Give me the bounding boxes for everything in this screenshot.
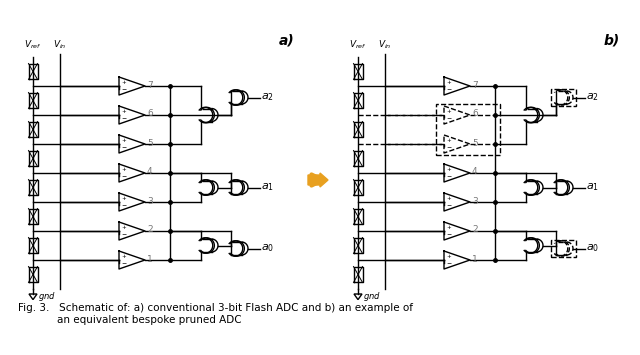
Text: Fig. 3.   Schematic of: a) conventional 3-bit Flash ADC and b) an example of
   : Fig. 3. Schematic of: a) conventional 3-… — [18, 303, 413, 324]
Text: 6: 6 — [472, 109, 477, 119]
Text: 4: 4 — [472, 168, 477, 176]
Text: −: − — [121, 145, 126, 150]
Text: +: + — [121, 80, 125, 85]
Text: $V_{ref}$: $V_{ref}$ — [24, 38, 42, 51]
Text: −: − — [446, 261, 451, 266]
Text: 6: 6 — [147, 109, 153, 119]
Text: $a_1$: $a_1$ — [586, 182, 599, 193]
Text: 3: 3 — [147, 197, 153, 206]
Text: 5: 5 — [472, 138, 477, 147]
Text: $a_0$: $a_0$ — [586, 242, 599, 255]
Text: −: − — [446, 116, 451, 121]
Text: +: + — [446, 167, 451, 172]
FancyArrow shape — [308, 173, 328, 187]
Text: +: + — [446, 109, 451, 114]
Text: 4: 4 — [147, 168, 152, 176]
Text: 1: 1 — [147, 255, 153, 263]
Text: +: + — [446, 254, 451, 259]
Text: +: + — [446, 138, 451, 143]
Text: +: + — [446, 196, 451, 201]
Text: 2: 2 — [472, 225, 477, 235]
Text: −: − — [121, 232, 126, 237]
Text: +: + — [121, 196, 125, 201]
Text: 2: 2 — [147, 225, 152, 235]
Text: −: − — [121, 87, 126, 92]
Text: $V_{in}$: $V_{in}$ — [378, 38, 392, 51]
Text: $V_{in}$: $V_{in}$ — [53, 38, 67, 51]
Text: $gnd$: $gnd$ — [363, 290, 381, 303]
Text: +: + — [121, 138, 125, 143]
Text: +: + — [121, 109, 125, 114]
Text: −: − — [446, 87, 451, 92]
Text: 7: 7 — [147, 81, 153, 89]
Text: +: + — [446, 225, 451, 230]
Text: $gnd$: $gnd$ — [38, 290, 56, 303]
Text: −: − — [121, 261, 126, 266]
Text: $a_2$: $a_2$ — [261, 92, 274, 103]
Text: $a_0$: $a_0$ — [261, 242, 274, 255]
Text: −: − — [446, 203, 451, 208]
Text: a): a) — [279, 33, 295, 47]
Text: −: − — [446, 145, 451, 150]
Text: −: − — [121, 203, 126, 208]
Text: +: + — [446, 80, 451, 85]
Text: −: − — [446, 232, 451, 237]
Text: 7: 7 — [472, 81, 477, 89]
Text: $a_1$: $a_1$ — [261, 182, 274, 193]
Text: −: − — [121, 116, 126, 121]
Text: −: − — [446, 174, 451, 179]
Text: −: − — [121, 174, 126, 179]
Text: 5: 5 — [147, 138, 153, 147]
Text: +: + — [121, 225, 125, 230]
Text: $a_2$: $a_2$ — [586, 92, 599, 103]
Text: $V_{ref}$: $V_{ref}$ — [349, 38, 367, 51]
Text: 3: 3 — [472, 197, 477, 206]
Text: +: + — [121, 167, 125, 172]
Text: +: + — [121, 254, 125, 259]
Text: b): b) — [604, 33, 620, 47]
Text: 1: 1 — [472, 255, 477, 263]
